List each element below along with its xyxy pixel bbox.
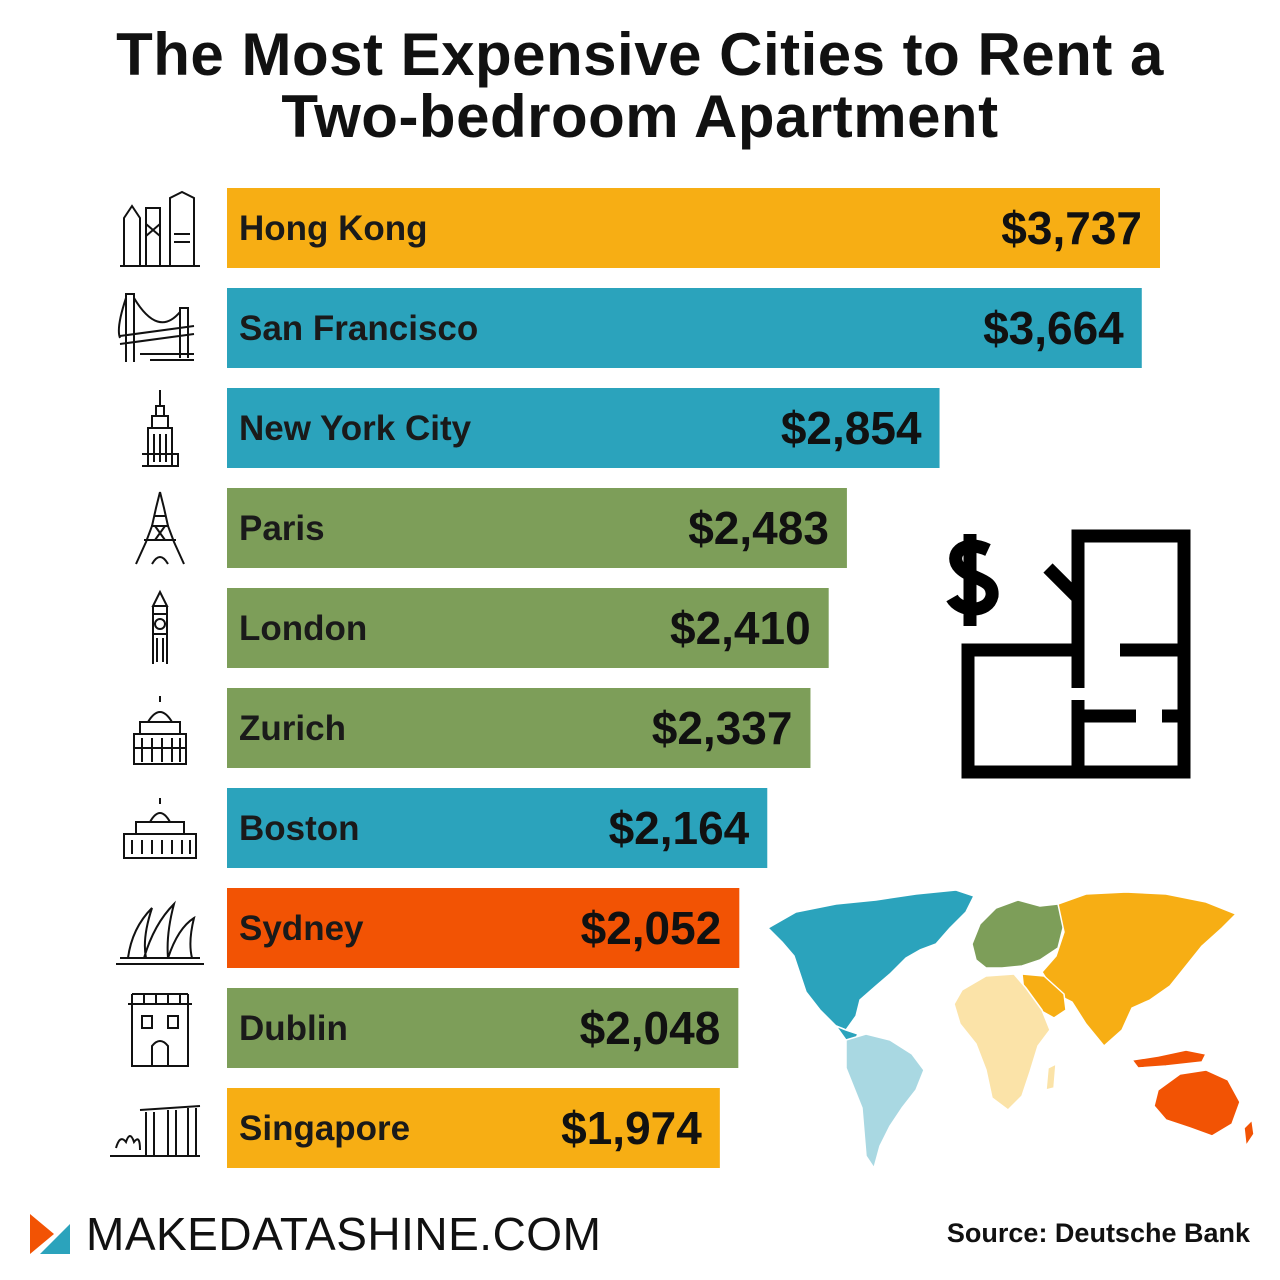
bar (227, 188, 1160, 268)
big-ben-icon (151, 589, 169, 664)
sydney-opera-house-icon (116, 900, 204, 965)
bar-label: Boston (239, 809, 360, 848)
bar-value: $2,483 (688, 502, 829, 554)
source-note: Source: Deutsche Bank (946, 1218, 1250, 1248)
bar-label: San Francisco (239, 309, 478, 348)
bar (227, 588, 829, 668)
chart-title: The Most Expensive Cities to Rent a Two-… (116, 21, 1164, 150)
bar-label: Hong Kong (239, 209, 428, 248)
brand: MAKEDATASHINE.COM (30, 1206, 601, 1262)
dublin-castle-icon (128, 993, 192, 1067)
world-map-icon (767, 889, 1255, 1169)
bar-label: Zurich (239, 709, 346, 748)
bar-label: Paris (239, 509, 325, 548)
bar-value: $2,052 (581, 902, 722, 954)
map-southeast-asia (1131, 1049, 1207, 1069)
bar-label: New York City (239, 409, 472, 448)
bar-value: $2,164 (609, 802, 750, 854)
dollar-floorplan-icon (946, 529, 1191, 779)
bar-value: $2,048 (580, 1002, 721, 1054)
map-new-zealand (1243, 1119, 1255, 1147)
bar-value: $3,664 (983, 302, 1124, 354)
map-europe (971, 899, 1065, 969)
map-madagascar (1045, 1063, 1057, 1091)
marina-bay-sands-icon (110, 1105, 201, 1157)
bar (227, 1088, 720, 1168)
eiffel-tower-icon (135, 491, 185, 565)
bar (227, 288, 1142, 368)
boston-state-house-icon (123, 798, 197, 859)
map-north-america (767, 889, 975, 1031)
brand-name: MAKEDATASHINE.COM (86, 1208, 602, 1260)
map-australia (1153, 1069, 1241, 1137)
zurich-building-icon (133, 696, 187, 765)
bar-value: $3,737 (1001, 202, 1142, 254)
hong-kong-skyline-icon (120, 190, 200, 267)
bars: Hong Kong $3,737 San Francisco $3,664 New Yo… (227, 188, 1160, 1168)
bar (227, 988, 739, 1068)
bar-value: $2,854 (781, 402, 922, 454)
makedatashine-logo-icon (30, 1214, 70, 1254)
city-icons (110, 190, 204, 1157)
bar-value: $1,974 (561, 1102, 702, 1154)
empire-state-building-icon (142, 390, 179, 467)
bar (227, 488, 847, 568)
map-africa (953, 973, 1051, 1111)
bar (227, 388, 940, 468)
map-asia (1041, 891, 1237, 1047)
bar-value: $2,410 (670, 602, 811, 654)
bar-label: Sydney (239, 909, 364, 948)
bar-value: $2,337 (652, 702, 793, 754)
bar-chart: Hong Kong $3,737 San Francisco $3,664 New Yo… (110, 188, 1160, 1168)
bar-label: Dublin (239, 1009, 348, 1048)
golden-gate-bridge-icon (117, 293, 195, 362)
bar-label: London (239, 609, 367, 648)
bar (227, 688, 811, 768)
bar (227, 888, 740, 968)
map-south-america (845, 1033, 925, 1169)
bar (227, 788, 768, 868)
bar-label: Singapore (239, 1109, 410, 1148)
